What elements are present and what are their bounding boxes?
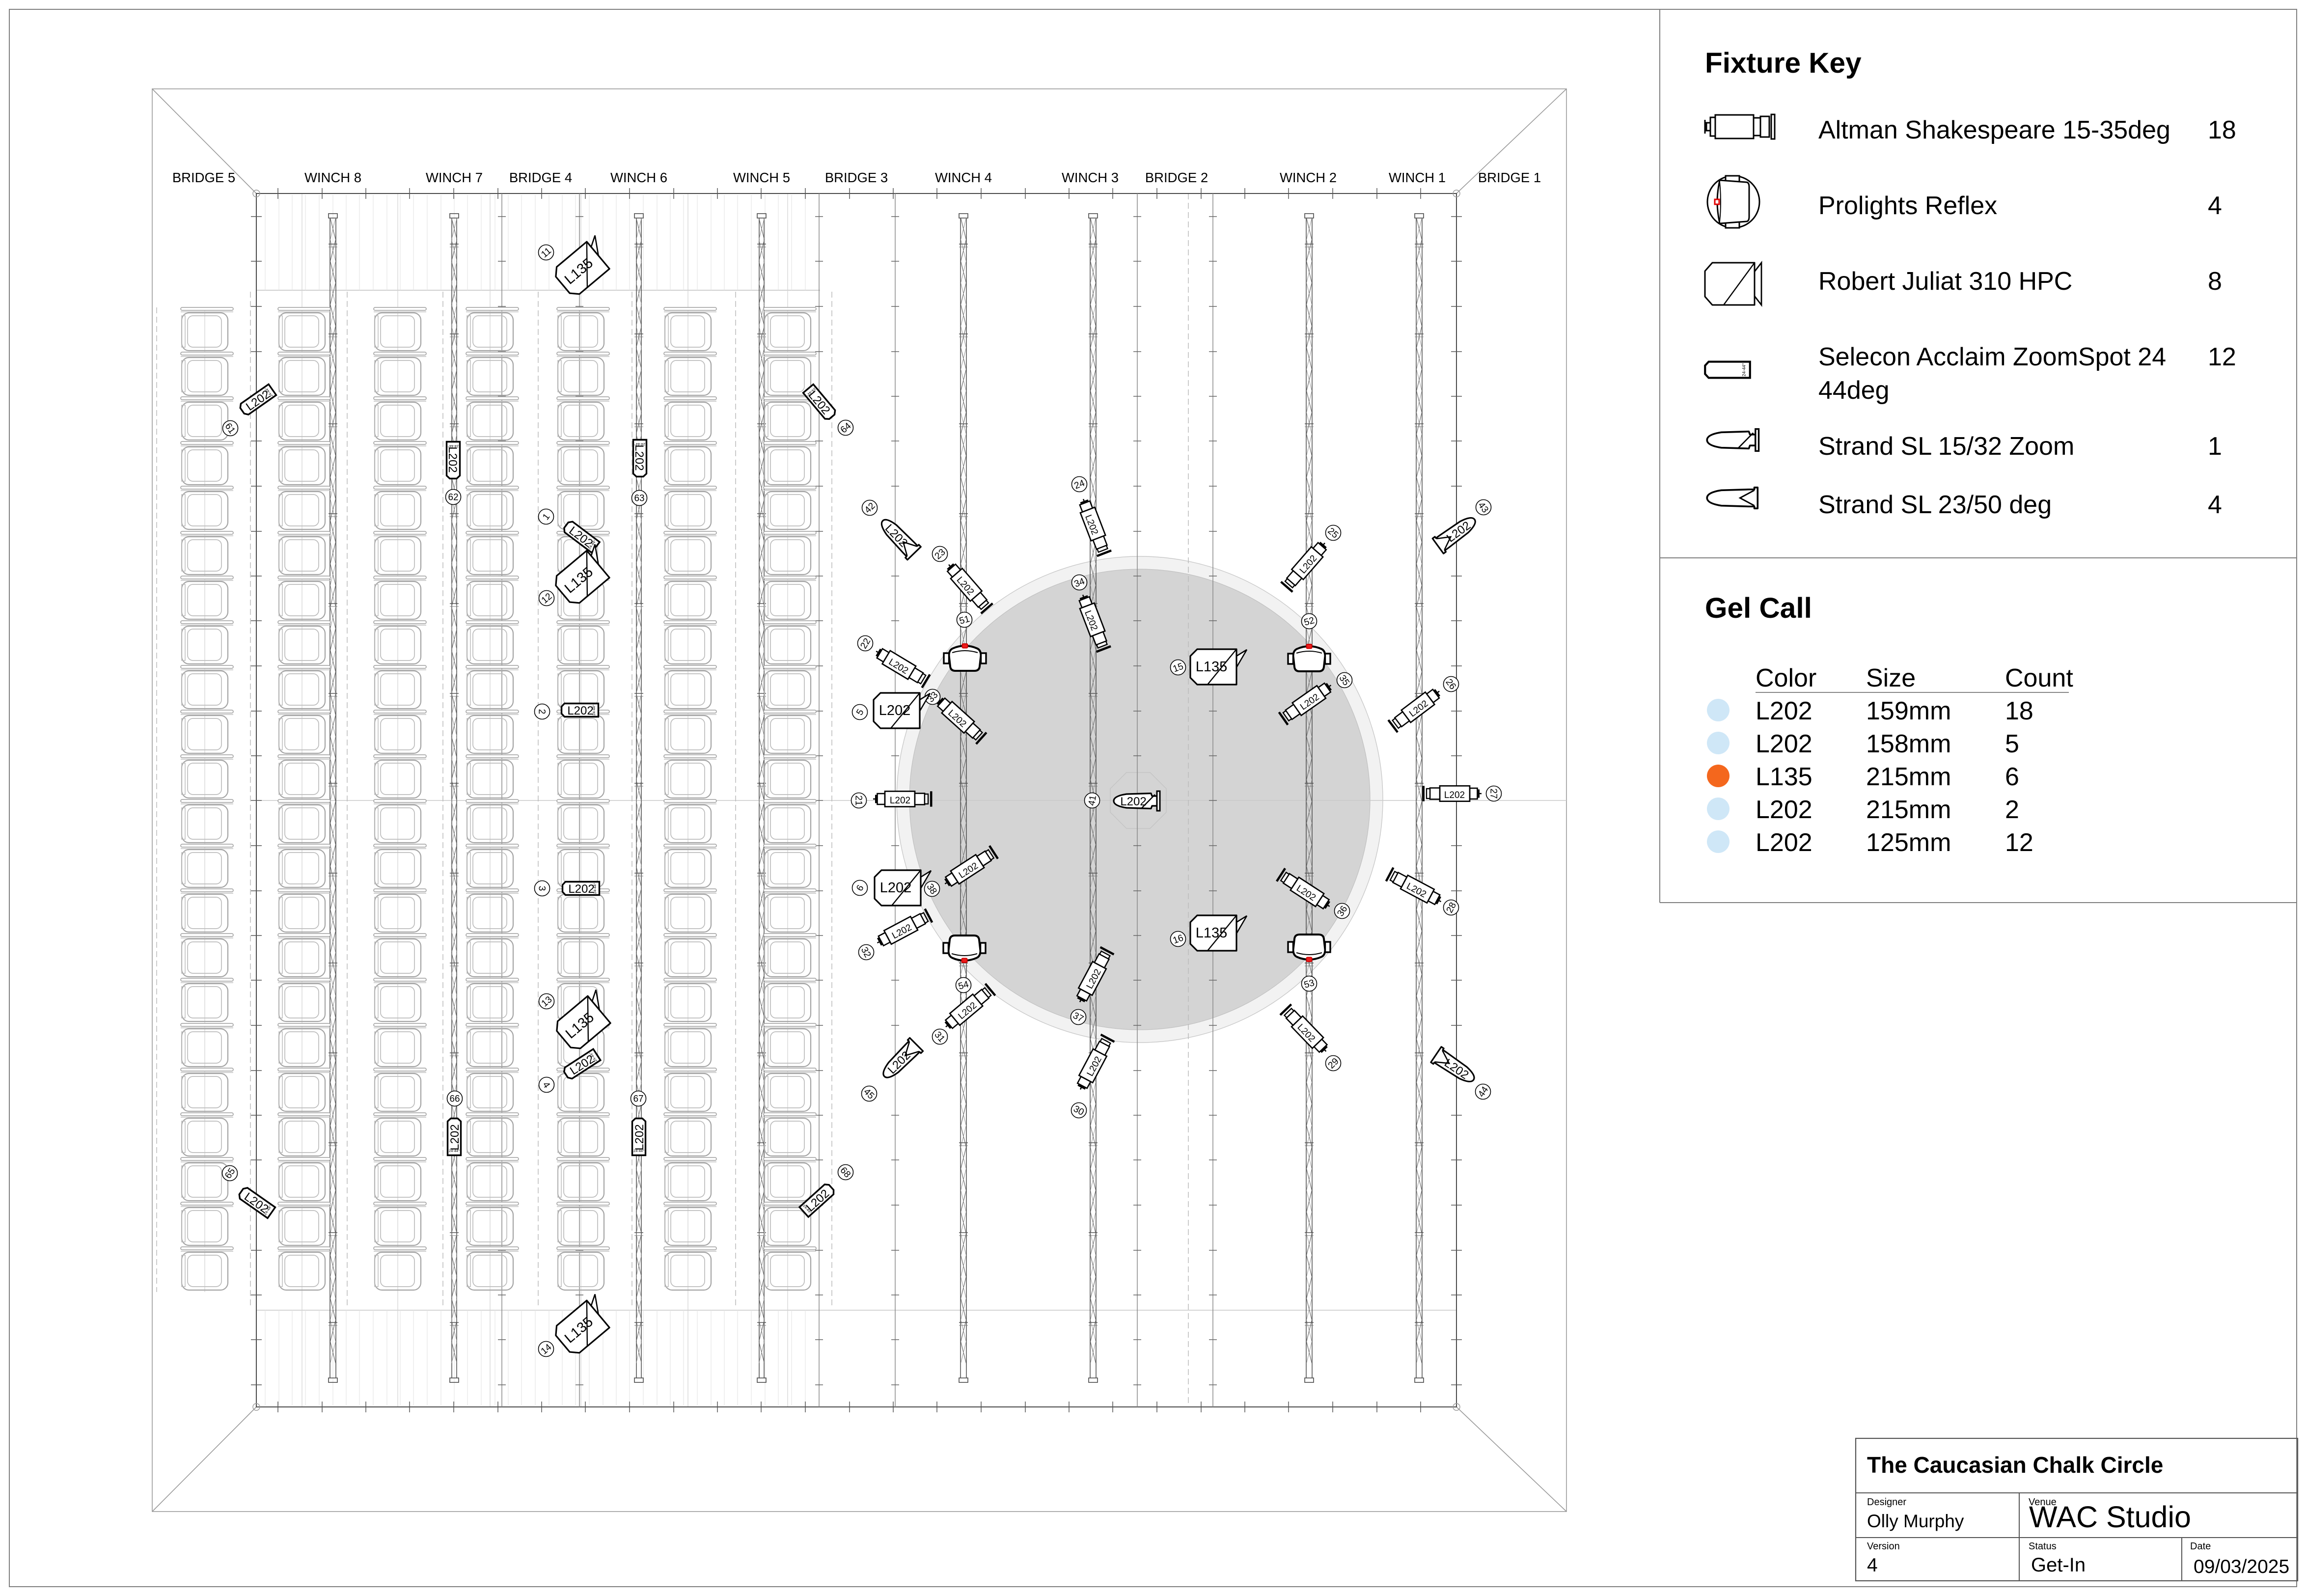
svg-text:BRIDGE 3: BRIDGE 3 xyxy=(825,170,888,185)
svg-text:L202: L202 xyxy=(568,882,594,896)
svg-text:L135: L135 xyxy=(1196,925,1228,941)
svg-text:8: 8 xyxy=(2208,267,2222,296)
svg-text:44deg: 44deg xyxy=(1818,376,1890,405)
svg-text:24-44°: 24-44° xyxy=(1742,363,1747,376)
svg-text:L202: L202 xyxy=(1120,795,1146,808)
svg-text:L202: L202 xyxy=(632,444,646,470)
svg-text:L135: L135 xyxy=(1196,659,1228,675)
svg-text:62: 62 xyxy=(448,493,458,503)
svg-text:Designer: Designer xyxy=(1867,1497,1906,1508)
svg-text:67: 67 xyxy=(633,1094,643,1104)
svg-text:18: 18 xyxy=(2005,697,2033,725)
svg-text:21: 21 xyxy=(853,795,864,805)
svg-text:L202: L202 xyxy=(446,446,459,472)
svg-text:24-44°: 24-44° xyxy=(633,1149,644,1153)
svg-text:Get-In: Get-In xyxy=(2031,1554,2086,1576)
svg-text:1: 1 xyxy=(2208,432,2222,461)
svg-text:WINCH 2: WINCH 2 xyxy=(1280,170,1337,185)
svg-text:BRIDGE 1: BRIDGE 1 xyxy=(1478,170,1541,185)
svg-text:L202: L202 xyxy=(448,1124,462,1150)
svg-text:L202: L202 xyxy=(1756,828,1812,857)
svg-text:Color: Color xyxy=(1756,664,1816,692)
svg-text:BRIDGE 5: BRIDGE 5 xyxy=(172,170,235,185)
svg-text:66: 66 xyxy=(449,1094,460,1104)
svg-text:63: 63 xyxy=(634,494,644,504)
svg-text:The Caucasian Chalk Circle: The Caucasian Chalk Circle xyxy=(1867,1452,2163,1478)
svg-text:41: 41 xyxy=(1087,795,1098,806)
svg-text:159mm: 159mm xyxy=(1866,697,1951,725)
svg-text:24-44°: 24-44° xyxy=(449,1149,460,1153)
svg-text:WINCH 3: WINCH 3 xyxy=(1062,170,1119,185)
svg-text:Count: Count xyxy=(2005,664,2073,692)
svg-text:L202: L202 xyxy=(633,1124,646,1150)
svg-text:Version: Version xyxy=(1867,1541,1900,1552)
svg-text:24-44°: 24-44° xyxy=(448,444,459,448)
svg-text:2: 2 xyxy=(537,709,547,715)
svg-text:Selecon Acclaim ZoomSpot 24: Selecon Acclaim ZoomSpot 24 xyxy=(1818,343,2166,371)
svg-text:L202: L202 xyxy=(1756,730,1812,758)
svg-text:WINCH 6: WINCH 6 xyxy=(610,170,667,185)
svg-text:Strand SL 15/32 Zoom: Strand SL 15/32 Zoom xyxy=(1818,432,2074,461)
svg-text:WINCH 5: WINCH 5 xyxy=(733,170,790,185)
svg-text:158mm: 158mm xyxy=(1866,730,1951,758)
svg-text:Prolights Reflex: Prolights Reflex xyxy=(1818,192,1997,220)
svg-text:BRIDGE 2: BRIDGE 2 xyxy=(1145,170,1208,185)
svg-text:2: 2 xyxy=(2005,796,2019,824)
svg-text:Strand SL 23/50 deg: Strand SL 23/50 deg xyxy=(1818,491,2052,519)
svg-text:3: 3 xyxy=(537,886,547,891)
svg-text:WINCH 8: WINCH 8 xyxy=(304,170,361,185)
svg-text:4: 4 xyxy=(2208,491,2222,519)
svg-text:Fixture Key: Fixture Key xyxy=(1705,47,1862,79)
svg-text:Olly Murphy: Olly Murphy xyxy=(1867,1511,1964,1531)
svg-text:L202: L202 xyxy=(879,703,911,718)
svg-text:L202: L202 xyxy=(567,704,593,717)
svg-text:6: 6 xyxy=(2005,763,2019,791)
svg-text:125mm: 125mm xyxy=(1866,828,1951,857)
svg-text:L202: L202 xyxy=(1756,796,1812,824)
svg-text:L202: L202 xyxy=(1756,697,1812,725)
svg-text:4: 4 xyxy=(2208,192,2222,220)
svg-text:WINCH 4: WINCH 4 xyxy=(935,170,992,185)
svg-text:L202: L202 xyxy=(890,796,910,806)
svg-text:Status: Status xyxy=(2029,1541,2057,1552)
svg-text:WINCH 1: WINCH 1 xyxy=(1389,170,1446,185)
svg-text:L202: L202 xyxy=(880,880,912,896)
svg-text:L202: L202 xyxy=(1444,790,1465,800)
svg-text:18: 18 xyxy=(2208,116,2236,144)
svg-text:Altman Shakespeare 15-35deg: Altman Shakespeare 15-35deg xyxy=(1818,116,2170,144)
svg-text:L135: L135 xyxy=(1756,763,1812,791)
svg-text:Venue: Venue xyxy=(2029,1497,2057,1508)
svg-text:Robert Juliat 310 HPC: Robert Juliat 310 HPC xyxy=(1818,267,2072,296)
svg-text:12: 12 xyxy=(2208,343,2236,371)
svg-text:215mm: 215mm xyxy=(1866,796,1951,824)
svg-text:4: 4 xyxy=(1867,1555,1878,1576)
svg-text:09/03/2025: 09/03/2025 xyxy=(2194,1556,2289,1577)
svg-text:5: 5 xyxy=(2005,730,2019,758)
svg-text:215mm: 215mm xyxy=(1866,763,1951,791)
svg-text:Size: Size xyxy=(1866,664,1916,692)
svg-text:Date: Date xyxy=(2190,1541,2211,1552)
svg-text:27: 27 xyxy=(1488,788,1499,798)
svg-text:24-44°: 24-44° xyxy=(634,442,645,446)
svg-text:BRIDGE 4: BRIDGE 4 xyxy=(509,170,572,185)
svg-text:24-44°: 24-44° xyxy=(592,705,596,715)
svg-text:Gel Call: Gel Call xyxy=(1705,592,1812,624)
svg-text:24-44°: 24-44° xyxy=(593,883,597,894)
svg-text:WINCH 7: WINCH 7 xyxy=(426,170,483,185)
svg-text:WAC Studio: WAC Studio xyxy=(2029,1500,2191,1534)
svg-text:12: 12 xyxy=(2005,828,2033,857)
